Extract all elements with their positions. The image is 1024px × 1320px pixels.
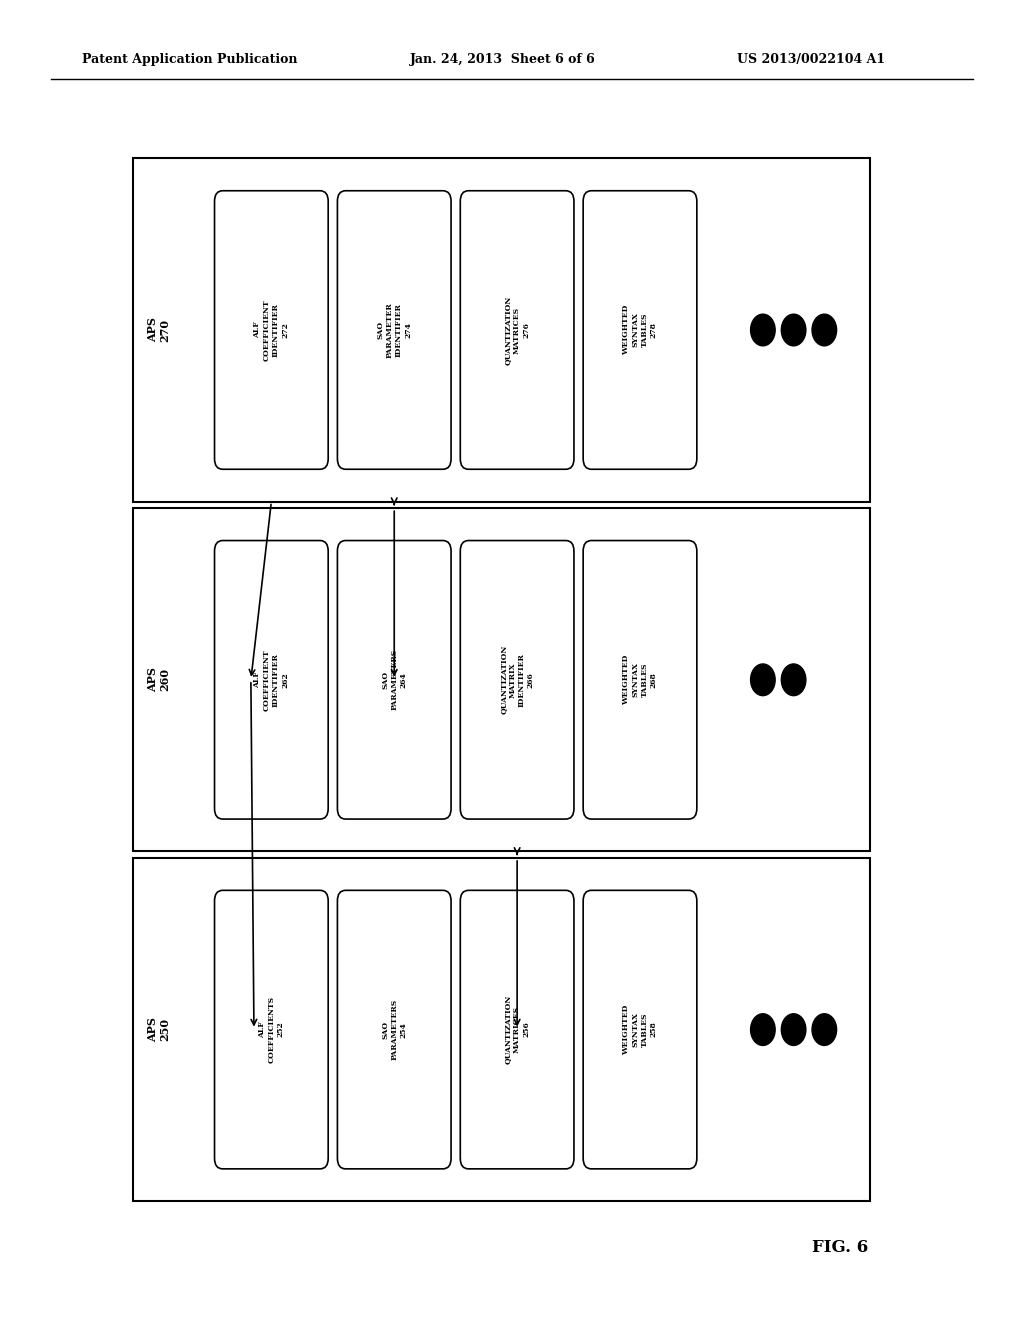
Circle shape — [751, 1014, 775, 1045]
Circle shape — [781, 314, 806, 346]
Text: APS
260: APS 260 — [146, 668, 171, 692]
FancyBboxPatch shape — [133, 858, 870, 1201]
FancyBboxPatch shape — [338, 190, 451, 470]
Text: QUANTIZATION
MATRIX
IDENTIFIER
266: QUANTIZATION MATRIX IDENTIFIER 266 — [500, 645, 535, 714]
Text: QUANTIZATION
MATRICES
276: QUANTIZATION MATRICES 276 — [504, 296, 530, 364]
FancyBboxPatch shape — [461, 190, 573, 470]
Text: WEIGHTED
SYNTAX
TABLES
258: WEIGHTED SYNTAX TABLES 258 — [623, 1005, 657, 1055]
Text: APS
250: APS 250 — [146, 1018, 171, 1041]
Circle shape — [781, 664, 806, 696]
Text: ALF
COEFFICIENTS
252: ALF COEFFICIENTS 252 — [258, 997, 285, 1063]
FancyBboxPatch shape — [215, 190, 328, 470]
Circle shape — [781, 1014, 806, 1045]
Text: SAO
PARAMETERS
264: SAO PARAMETERS 264 — [381, 649, 408, 710]
FancyBboxPatch shape — [584, 190, 696, 470]
Text: WEIGHTED
SYNTAX
TABLES
268: WEIGHTED SYNTAX TABLES 268 — [623, 655, 657, 705]
Text: ALF
COEFFICIENT
IDENTIFIER
272: ALF COEFFICIENT IDENTIFIER 272 — [254, 300, 289, 360]
Text: SAO
PARAMETERS
254: SAO PARAMETERS 254 — [381, 999, 408, 1060]
Text: QUANTIZATION
MATRICES
256: QUANTIZATION MATRICES 256 — [504, 995, 530, 1064]
FancyBboxPatch shape — [461, 890, 573, 1170]
Text: APS
270: APS 270 — [146, 318, 171, 342]
FancyBboxPatch shape — [584, 890, 696, 1170]
Text: WEIGHTED
SYNTAX
TABLES
278: WEIGHTED SYNTAX TABLES 278 — [623, 305, 657, 355]
Circle shape — [812, 314, 837, 346]
FancyBboxPatch shape — [338, 890, 451, 1170]
Circle shape — [751, 664, 775, 696]
Text: SAO
PARAMETER
IDENTIFIER
274: SAO PARAMETER IDENTIFIER 274 — [377, 302, 412, 358]
Text: Jan. 24, 2013  Sheet 6 of 6: Jan. 24, 2013 Sheet 6 of 6 — [410, 53, 595, 66]
FancyBboxPatch shape — [584, 541, 696, 818]
Text: ALF
COEFFICIENT
IDENTIFIER
262: ALF COEFFICIENT IDENTIFIER 262 — [254, 649, 289, 710]
Circle shape — [751, 314, 775, 346]
FancyBboxPatch shape — [133, 508, 870, 851]
FancyBboxPatch shape — [215, 541, 328, 818]
Circle shape — [812, 1014, 837, 1045]
FancyBboxPatch shape — [215, 890, 328, 1170]
FancyBboxPatch shape — [133, 158, 870, 502]
Text: FIG. 6: FIG. 6 — [812, 1239, 867, 1255]
FancyBboxPatch shape — [461, 541, 573, 818]
Text: Patent Application Publication: Patent Application Publication — [82, 53, 297, 66]
Text: US 2013/0022104 A1: US 2013/0022104 A1 — [737, 53, 886, 66]
FancyBboxPatch shape — [338, 541, 451, 818]
